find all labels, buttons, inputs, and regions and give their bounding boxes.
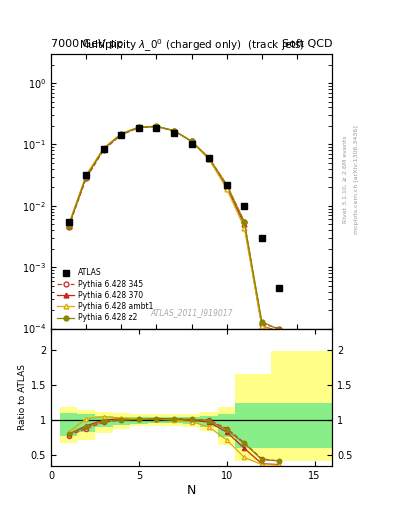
Bar <box>77 415 95 432</box>
Text: Soft QCD: Soft QCD <box>282 38 332 49</box>
Bar <box>95 412 112 433</box>
Bar <box>130 415 148 426</box>
Bar <box>148 417 165 423</box>
Bar <box>218 415 235 437</box>
Bar <box>112 417 130 425</box>
Text: ATLAS_2011_I919017: ATLAS_2011_I919017 <box>151 309 233 317</box>
Text: Rivet 3.1.10, ≥ 2.6M events: Rivet 3.1.10, ≥ 2.6M events <box>343 136 348 223</box>
Bar <box>77 410 95 440</box>
Bar <box>60 413 77 436</box>
Bar <box>112 413 130 429</box>
Legend: ATLAS, Pythia 6.428 345, Pythia 6.428 370, Pythia 6.428 ambt1, Pythia 6.428 z2: ATLAS, Pythia 6.428 345, Pythia 6.428 37… <box>55 266 156 325</box>
Bar <box>235 402 271 449</box>
Bar <box>200 412 218 432</box>
Bar <box>165 415 183 426</box>
Bar <box>235 374 271 461</box>
Text: 7000 GeV pp: 7000 GeV pp <box>51 38 123 49</box>
Bar <box>183 417 200 423</box>
Bar <box>60 408 77 443</box>
Text: mcplots.cern.ch [arXiv:1306.3436]: mcplots.cern.ch [arXiv:1306.3436] <box>354 125 359 233</box>
Bar <box>165 417 183 423</box>
Bar <box>130 417 148 423</box>
Bar <box>183 415 200 427</box>
X-axis label: N: N <box>187 483 196 497</box>
Title: Multiplicity $\lambda\_0^0$ (charged only)  (track jets): Multiplicity $\lambda\_0^0$ (charged onl… <box>79 37 305 54</box>
Bar <box>271 402 332 449</box>
Bar <box>148 415 165 426</box>
Bar <box>218 408 235 445</box>
Bar <box>271 351 332 461</box>
Y-axis label: Ratio to ATLAS: Ratio to ATLAS <box>18 364 27 430</box>
Bar <box>95 416 112 427</box>
Bar <box>200 416 218 427</box>
